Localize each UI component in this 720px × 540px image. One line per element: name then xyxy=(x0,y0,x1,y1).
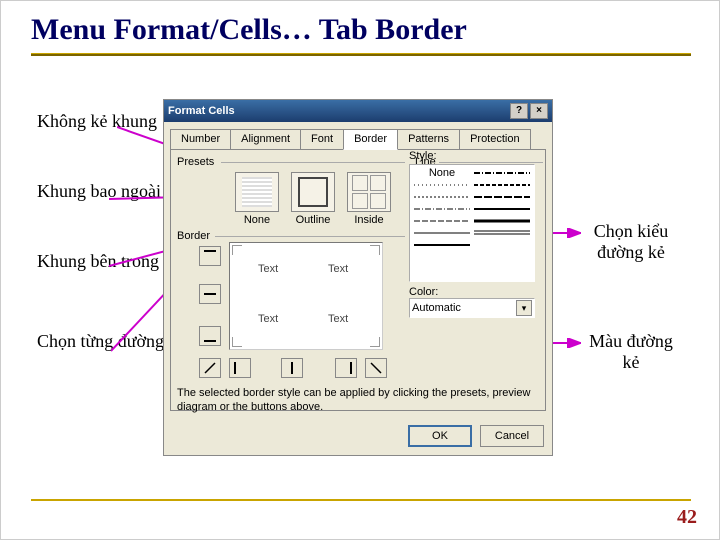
title-underline xyxy=(31,53,691,56)
style-none-option[interactable]: None xyxy=(429,167,455,179)
style-option[interactable] xyxy=(412,215,472,227)
style-option[interactable] xyxy=(412,203,472,215)
preset-inside-label: Inside xyxy=(347,214,391,226)
cancel-button[interactable]: Cancel xyxy=(480,425,544,447)
none-icon xyxy=(242,177,272,207)
callout-style: Chọn kiểu đường kẻ xyxy=(581,221,681,262)
border-diag-down-button[interactable] xyxy=(365,358,387,378)
border-top-button[interactable] xyxy=(199,246,221,266)
dialog-title: Format Cells xyxy=(168,105,235,117)
help-button[interactable]: ? xyxy=(510,103,528,119)
preset-none-button[interactable] xyxy=(235,172,279,212)
callout-inside: Khung bên trong xyxy=(37,251,159,272)
ok-button[interactable]: OK xyxy=(408,425,472,447)
format-cells-dialog: Format Cells ? × Number Alignment Font B… xyxy=(163,99,553,456)
preset-outline-button[interactable] xyxy=(291,172,335,212)
preset-none-label: None xyxy=(235,214,279,226)
style-label: Style: xyxy=(409,150,537,162)
inside-icon xyxy=(352,175,386,209)
page-title: Menu Format/Cells… Tab Border xyxy=(31,13,467,47)
tab-protection[interactable]: Protection xyxy=(459,129,531,150)
callout-color: Màu đường kẻ xyxy=(581,331,681,372)
tab-number[interactable]: Number xyxy=(170,129,231,150)
tab-font[interactable]: Font xyxy=(300,129,344,150)
tab-alignment[interactable]: Alignment xyxy=(230,129,301,150)
preview-text-cell: Text xyxy=(328,263,348,275)
preview-text-cell: Text xyxy=(258,263,278,275)
style-option[interactable] xyxy=(412,191,472,203)
border-vmid-button[interactable] xyxy=(281,358,303,378)
callout-outline: Khung bao ngoài xyxy=(37,181,161,202)
border-diag-up-button[interactable] xyxy=(199,358,221,378)
border-preview[interactable]: Text Text Text Text xyxy=(229,242,383,350)
tab-patterns[interactable]: Patterns xyxy=(397,129,460,150)
page-number: 42 xyxy=(677,506,697,529)
style-option[interactable] xyxy=(472,191,532,203)
style-option[interactable] xyxy=(472,215,532,227)
outline-icon xyxy=(298,177,328,207)
preset-inside-button[interactable] xyxy=(347,172,391,212)
footer-rule xyxy=(31,499,691,501)
border-left-button[interactable] xyxy=(229,358,251,378)
border-bottom-button[interactable] xyxy=(199,326,221,346)
preview-text-cell: Text xyxy=(258,313,278,325)
border-hmid-button[interactable] xyxy=(199,284,221,304)
style-option[interactable] xyxy=(472,179,532,191)
style-option[interactable] xyxy=(472,203,532,215)
border-right-button[interactable] xyxy=(335,358,357,378)
close-button[interactable]: × xyxy=(530,103,548,119)
border-group-label: Border xyxy=(177,230,210,242)
style-option[interactable] xyxy=(412,179,472,191)
hint-text: The selected border style can be applied… xyxy=(177,386,537,415)
preview-text-cell: Text xyxy=(328,313,348,325)
style-option[interactable] xyxy=(472,167,532,179)
tab-border[interactable]: Border xyxy=(343,129,398,150)
preset-outline-label: Outline xyxy=(291,214,335,226)
presets-group-label: Presets xyxy=(177,156,214,168)
callout-none: Không kẻ khung xyxy=(37,111,157,132)
